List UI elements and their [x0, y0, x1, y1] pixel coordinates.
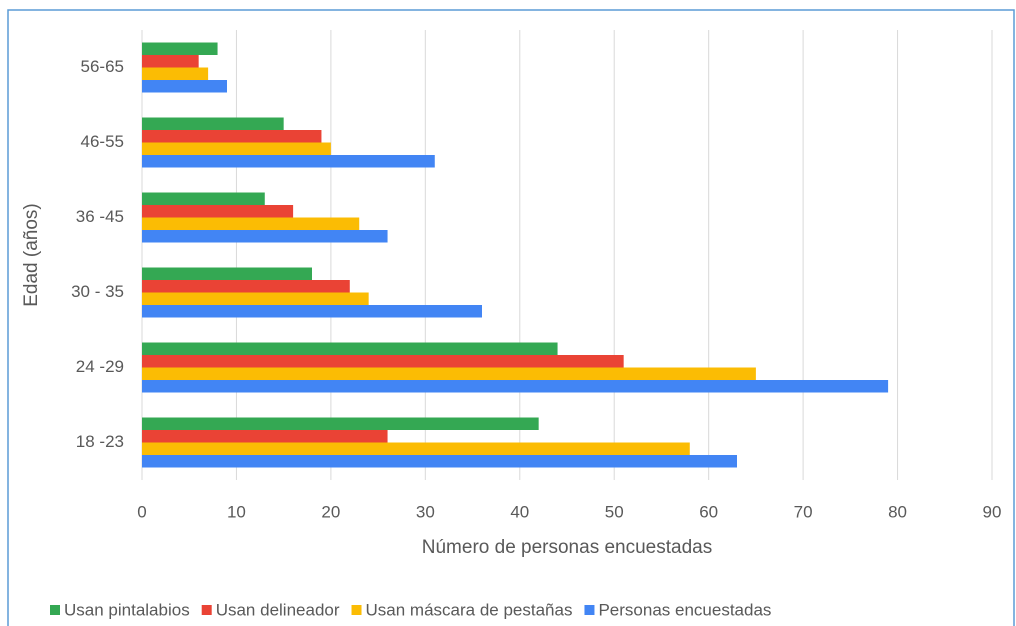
bar: [142, 267, 312, 280]
y-tick-label: 24 -29: [76, 357, 124, 376]
bar: [142, 67, 209, 80]
bar: [142, 442, 690, 455]
bar: [142, 280, 350, 293]
legend-swatch: [584, 605, 595, 615]
bar: [142, 42, 218, 55]
bar: [142, 130, 322, 143]
x-tick-label: 10: [227, 502, 246, 521]
bar: [142, 342, 558, 355]
legend-swatch: [351, 605, 362, 615]
bar: [142, 142, 331, 155]
bar: [142, 355, 624, 368]
legend-swatch: [201, 605, 212, 615]
bar: [142, 155, 435, 168]
bar: [142, 192, 265, 205]
bar: [142, 217, 360, 230]
legend-label: Usan pintalabios: [64, 600, 190, 619]
bar: [142, 417, 539, 430]
x-tick-label: 70: [794, 502, 813, 521]
y-tick-label: 30 - 35: [71, 282, 124, 301]
legend-label: Usan máscara de pestañas: [366, 600, 573, 619]
legend-label: Personas encuestadas: [598, 600, 771, 619]
x-tick-label: 30: [416, 502, 435, 521]
y-tick-label: 18 -23: [76, 432, 124, 451]
x-tick-label: 80: [888, 502, 907, 521]
bar: [142, 380, 889, 393]
y-tick-label: 36 -45: [76, 207, 124, 226]
bar: [142, 230, 388, 243]
y-tick-label: 56-65: [81, 57, 124, 76]
x-tick-label: 60: [699, 502, 718, 521]
bar: [142, 292, 369, 305]
x-axis-label: Número de personas encuestadas: [422, 537, 712, 558]
bar: [142, 205, 294, 218]
x-tick-label: 90: [983, 502, 1002, 521]
x-tick-label: 20: [321, 502, 340, 521]
legend-swatch: [50, 605, 60, 615]
bar: [142, 455, 737, 468]
bar: [142, 430, 388, 443]
bar: [142, 117, 284, 130]
x-tick-label: 0: [137, 502, 146, 521]
x-tick-label: 50: [605, 502, 624, 521]
legend-label: Usan delineador: [216, 600, 340, 619]
bar: [142, 367, 756, 380]
y-axis-label: Edad (años): [21, 203, 42, 307]
bar: [142, 80, 227, 93]
bar: [142, 305, 482, 318]
bar: [142, 55, 199, 68]
y-tick-label: 46-55: [81, 132, 124, 151]
chart-border: [7, 9, 1015, 626]
x-tick-label: 40: [510, 502, 529, 521]
